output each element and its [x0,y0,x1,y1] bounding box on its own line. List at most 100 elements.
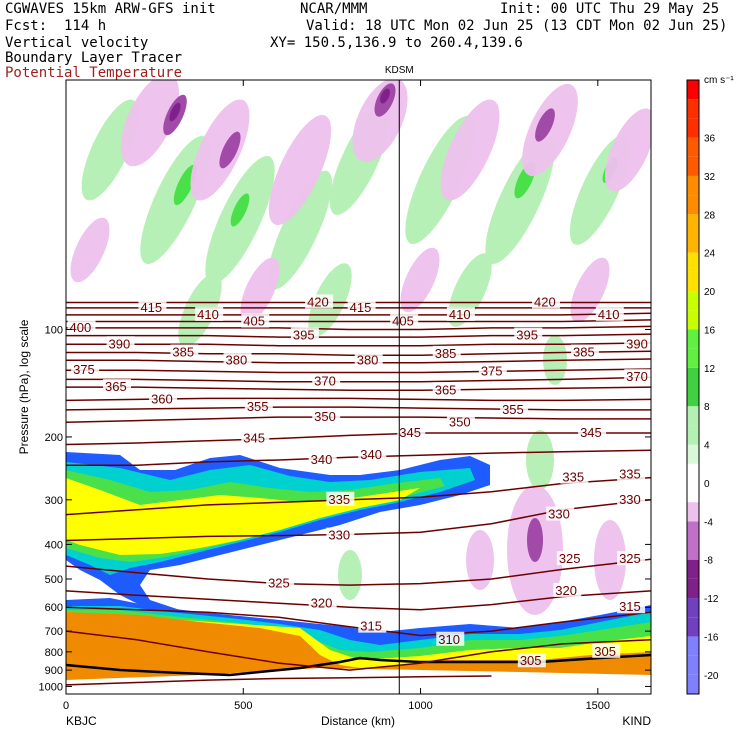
colorbar-swatch [687,598,699,618]
theta-label-bg [195,306,224,321]
colorbar-units: cm s⁻¹ [704,75,734,86]
theta-label-bg [624,369,651,384]
theta-label-bg [560,469,589,484]
theta-label: 395 [293,328,315,343]
colorbar-label: 24 [704,249,716,260]
theta-label-bg [595,306,624,321]
plot-frame [65,79,652,695]
theta-label: 340 [360,447,382,462]
theta-label-bg [103,379,131,394]
theta-label-bg [617,551,646,566]
colorbar-swatch [687,674,699,694]
theta-contour-370 [66,376,651,383]
theta-label: 370 [314,374,336,389]
theta-label: 400 [70,320,92,335]
y-axis: 100 200 300 400 500 600 700 800 900 1000 [39,324,651,693]
theta-contour-365 [66,386,651,392]
colorbar-swatch [687,502,699,522]
colorbar-swatch [687,252,699,272]
theta-label-bg [532,294,560,309]
y-tick-label: 400 [45,539,63,551]
theta-contour-340 [66,449,651,466]
colorbar-swatch [687,137,699,157]
theta-label: 345 [580,425,602,440]
theta-label-bg [624,336,651,351]
colorbar-swatch [687,406,699,426]
theta-label-bg [397,425,426,440]
valid-time: Valid: 18 UTC Mon 02 Jun 25 (13 CDT Mon … [306,18,728,34]
colorbar-swatch [687,482,699,503]
theta-label-bg [223,352,252,367]
colorbar-swatch [687,367,699,387]
theta-label: 330 [328,528,350,543]
theta-label: 415 [140,300,162,315]
field-tracer: Boundary Layer Tracer [5,50,183,66]
theta-label-bg [432,345,461,360]
colorbar-label: -16 [704,632,719,643]
theta-label-bg [305,294,334,309]
theta-label: 325 [268,576,290,591]
theta-contour-310 [66,630,651,671]
colorbar-swatch [687,156,699,176]
theta-label-bg [390,313,419,328]
theta-contour-350 [66,416,651,424]
y-tick-label: 600 [45,602,63,614]
colorbar-swatch [687,310,699,330]
theta-label-bg [358,447,387,462]
theta-label-bg [358,618,387,633]
y-tick-label: 100 [45,324,63,336]
x-tick-label: 500 [234,700,252,712]
theta-contour-355 [66,406,651,411]
colorbar-swatch [687,175,699,196]
colorbar-label: 16 [704,325,716,336]
colorbar-label: -20 [704,671,719,682]
station-marker-label: KDSM [385,65,414,76]
theta-label: 310 [438,632,460,647]
theta-label-bg [244,399,273,414]
theta-contour-305 [66,675,492,686]
theta-label: 320 [555,583,577,598]
theta-label: 415 [350,300,372,315]
theta-label-bg [432,382,461,397]
colorbar-swatch [687,387,699,407]
theta-label-bg [241,313,270,328]
x-axis: 0 500 1000 1500 [63,80,610,712]
y-tick-label: 800 [45,647,63,659]
theta-label: 350 [449,414,471,429]
theta-label: 410 [449,307,471,322]
theta-label: 335 [562,470,584,485]
theta-label-bg [592,643,621,658]
theta-label: 380 [357,352,379,367]
colorbar-swatch [687,540,699,560]
theta-label: 390 [109,336,131,351]
colorbar-swatch [687,291,699,311]
colorbar-swatch [687,329,699,349]
colorbar-label: 36 [704,134,716,145]
theta-label: 320 [311,595,333,610]
theta-label-bg [617,491,646,506]
theta-label: 390 [626,336,648,351]
y-tick-label: 1000 [39,681,63,693]
theta-contour-405 [66,319,651,323]
theta-label-bg [138,299,167,314]
theta-contour-320 [66,590,651,611]
plot-field: 415 420 415 420 400 410 405 405 410 410 390 395 395 3… [66,80,651,694]
y-tick-label: 500 [45,574,63,586]
theta-label: 335 [619,467,641,482]
colorbar-label: 20 [704,287,716,298]
theta-label-bg [617,599,646,614]
model-title: CGWAVES 15km ARW-GFS init [5,1,216,17]
theta-label-bg [446,306,475,321]
theta-label: 365 [105,379,127,394]
theta-label: 355 [502,402,524,417]
theta-label-bg [354,352,383,367]
theta-label: 325 [619,551,641,566]
theta-label-bg [617,466,646,481]
theta-label: 325 [559,551,581,566]
colorbar-label: -4 [704,517,713,528]
y-tick-label: 900 [45,665,63,677]
theta-label-bg [436,631,465,646]
colorbar-swatch [687,425,699,445]
colorbar-swatch [687,617,699,637]
